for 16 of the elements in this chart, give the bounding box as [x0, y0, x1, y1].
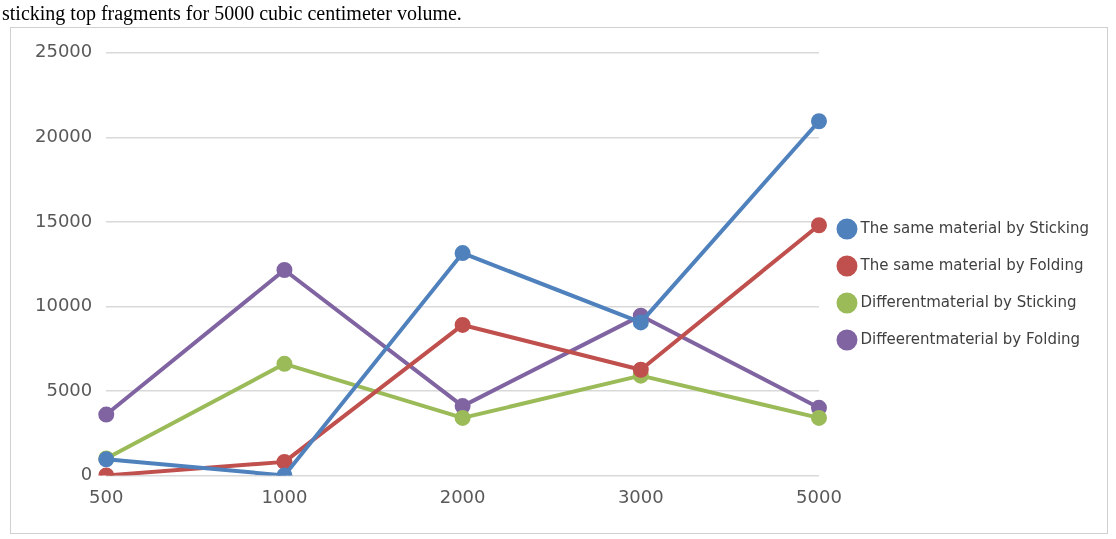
x-tick-label: 5000: [796, 485, 842, 507]
x-tick-label: 3000: [617, 485, 664, 507]
x-tick-label: 2000: [439, 485, 486, 507]
legend-label: Differentmaterial by Sticking: [860, 292, 1077, 311]
y-tick-label: 20000: [35, 124, 93, 146]
x-tick-label: 500: [89, 485, 124, 507]
x-tick-label: 1000: [261, 485, 308, 507]
legend-label: The same material by Sticking: [859, 218, 1090, 237]
y-tick-label: 15000: [35, 209, 93, 231]
y-tick-label: 10000: [35, 294, 93, 316]
y-tick-label: 25000: [35, 40, 93, 62]
legend-label: The same material by Folding: [859, 255, 1084, 274]
legend-label: Diffeerentmaterial by Folding: [860, 329, 1081, 348]
text: sticking top fragments for 5000 cubic centimeter volume.: [1, 1, 463, 27]
y-tick-label: 5000: [46, 378, 93, 400]
y-tick-label: 0: [80, 463, 93, 485]
